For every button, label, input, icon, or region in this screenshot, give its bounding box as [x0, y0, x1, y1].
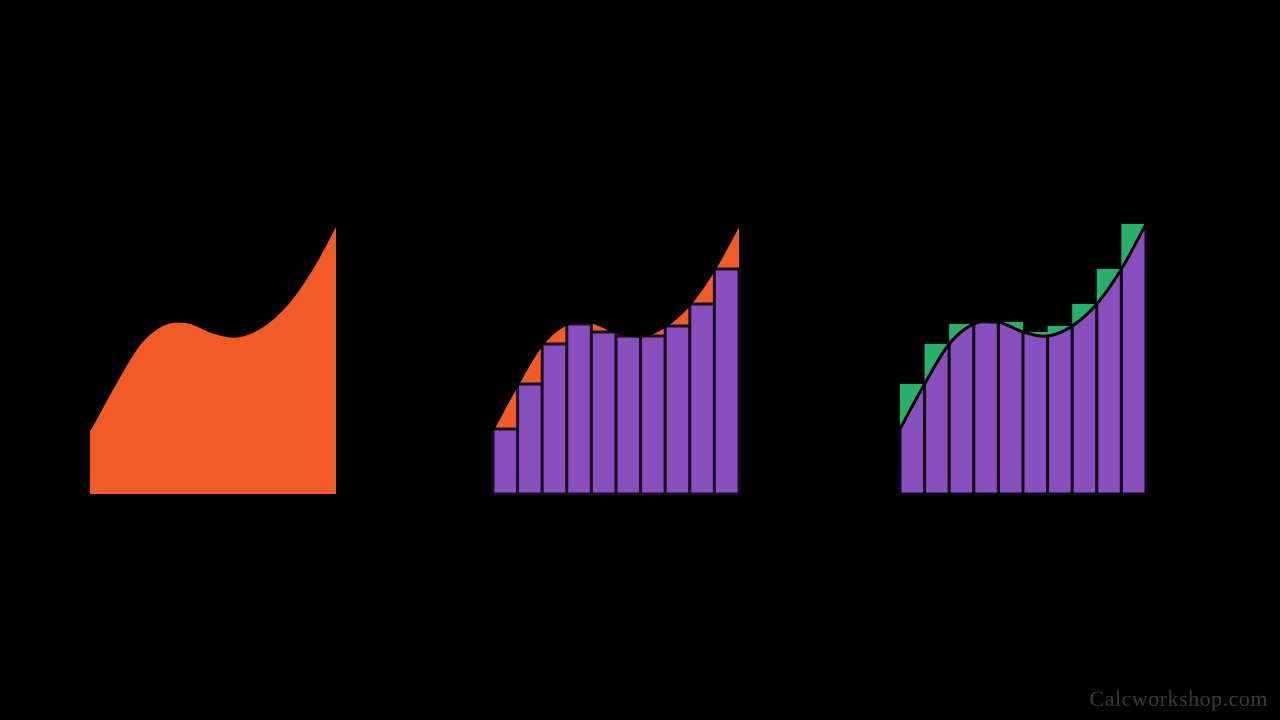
riemann-bar	[1097, 269, 1122, 494]
area-under-curve	[90, 224, 336, 494]
diagram-canvas: Calcworkshop.com	[0, 0, 1280, 720]
riemann-bar	[1072, 304, 1097, 494]
riemann-bar	[542, 344, 567, 494]
riemann-bar	[690, 304, 715, 494]
riemann-bar	[493, 429, 518, 494]
panel-upper-sum	[898, 220, 1148, 496]
riemann-bar	[567, 324, 592, 494]
panel-lower-sum	[491, 220, 741, 496]
riemann-bar	[518, 384, 543, 494]
panel-area-only	[88, 220, 338, 496]
watermark-text: Calcworkshop.com	[1090, 686, 1268, 712]
riemann-bar	[665, 326, 690, 494]
riemann-bar	[641, 336, 666, 494]
riemann-bar	[616, 336, 641, 494]
riemann-bar	[949, 324, 974, 494]
riemann-bar	[974, 322, 999, 494]
riemann-bar	[714, 269, 739, 494]
riemann-bar	[998, 322, 1023, 494]
riemann-bar	[1023, 332, 1048, 494]
riemann-bar	[1048, 326, 1073, 494]
riemann-bar	[591, 332, 616, 494]
